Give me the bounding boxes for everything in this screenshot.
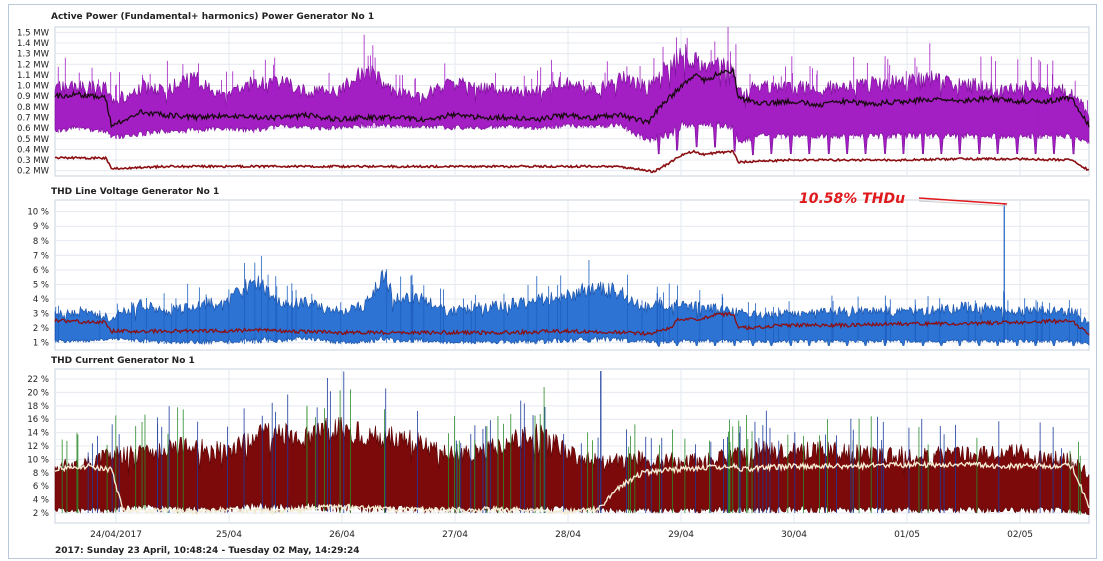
y-tick-label: 14 % [27, 429, 49, 439]
y-tick-label: 0.5 MW [17, 135, 50, 145]
y-tick-label: 2 % [33, 509, 49, 519]
y-tick-label: 0.4 MW [17, 145, 50, 155]
y-tick-label: 8 % [33, 237, 49, 247]
x-tick-label: 01/05 [894, 530, 920, 540]
y-tick-label: 0.6 MW [17, 124, 50, 134]
y-tick-label: 7 % [33, 251, 49, 261]
annotation-label: 10.58% THDu [799, 191, 905, 207]
y-tick-label: 4 % [33, 496, 49, 506]
y-tick-label: 20 % [27, 388, 49, 398]
panel-title: THD Current Generator No 1 [51, 356, 195, 366]
y-tick-label: 1 % [33, 339, 49, 349]
annotation-arrow-shadow [918, 200, 1008, 207]
x-tick-label: 29/04 [668, 530, 694, 540]
y-tick-label: 10 % [27, 455, 49, 465]
footer-date-range: 2017: Sunday 23 April, 10:48:24 - Tuesda… [55, 546, 359, 556]
panel-title: Active Power (Fundamental+ harmonics) Po… [51, 12, 374, 22]
series-band-area [54, 269, 1090, 347]
series-low-line [54, 149, 1090, 174]
y-tick-label: 9 % [33, 222, 49, 232]
annotation-arrow [918, 197, 1008, 205]
y-tick-label: 0.2 MW [17, 167, 50, 177]
panel-title: THD Line Voltage Generator No 1 [51, 187, 219, 197]
x-tick-label: 02/05 [1007, 530, 1033, 540]
series-mean-line [54, 459, 1090, 517]
x-tick-label: 30/04 [781, 530, 807, 540]
y-tick-label: 2 % [33, 324, 49, 334]
y-tick-label: 1.3 MW [17, 50, 50, 60]
y-tick-label: 8 % [33, 469, 49, 479]
y-tick-label: 5 % [33, 280, 49, 290]
y-tick-label: 1.0 MW [17, 82, 50, 92]
y-tick-label: 16 % [27, 415, 49, 425]
y-tick-label: 0.3 MW [17, 156, 50, 166]
x-tick-label: 25/04 [216, 530, 242, 540]
chart-frame: Active Power (Fundamental+ harmonics) Po… [8, 4, 1097, 559]
y-tick-label: 0.7 MW [17, 113, 50, 123]
x-tick-label: 26/04 [329, 530, 355, 540]
y-tick-label: 0.9 MW [17, 92, 50, 102]
x-tick-label: 24/04/2017 [90, 530, 142, 540]
series-mean-line [54, 66, 1090, 129]
series-band-area [54, 417, 1090, 516]
y-tick-label: 10 % [27, 208, 49, 218]
y-tick-label: 18 % [27, 402, 49, 412]
series-mean-line [54, 311, 1090, 337]
y-tick-label: 12 % [27, 442, 49, 452]
y-tick-label: 1.5 MW [17, 28, 50, 38]
y-tick-label: 0.8 MW [17, 103, 50, 113]
y-tick-label: 1.2 MW [17, 60, 50, 70]
y-tick-label: 6 % [33, 266, 49, 276]
y-tick-label: 1.1 MW [17, 71, 50, 81]
y-tick-label: 4 % [33, 295, 49, 305]
chart-stage: Active Power (Fundamental+ harmonics) Po… [17, 12, 1090, 556]
y-tick-label: 22 % [27, 375, 49, 385]
y-tick-label: 3 % [33, 310, 49, 320]
x-tick-label: 28/04 [555, 530, 581, 540]
y-tick-label: 1.4 MW [17, 39, 50, 49]
y-tick-label: 6 % [33, 482, 49, 492]
x-tick-label: 27/04 [442, 530, 468, 540]
